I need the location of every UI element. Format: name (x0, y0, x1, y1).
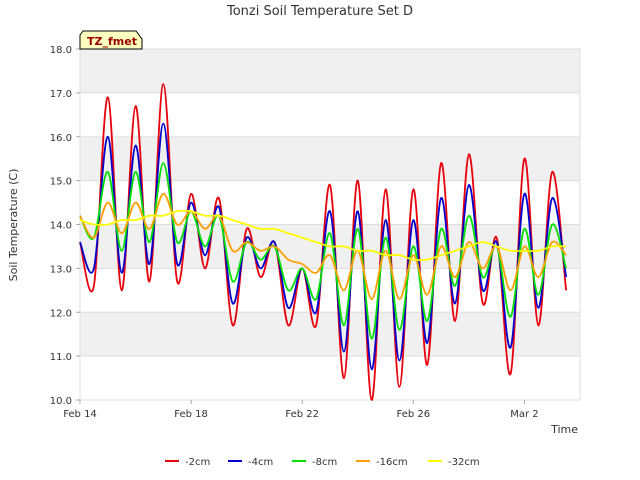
y-tick-label: 13.0 (50, 264, 72, 275)
x-axis-ticks: Feb 14 Feb 18 Feb 22 Feb 26 Mar 2 (63, 400, 539, 420)
plot-band (80, 49, 580, 93)
x-tick-label: Feb 26 (397, 409, 431, 420)
y-tick-label: 16.0 (50, 133, 72, 144)
y-axis-label: Soil Temperature (C) (7, 169, 20, 282)
legend-label: -16cm (376, 457, 408, 468)
badge-label: TZ_fmet (87, 35, 137, 48)
grid (79, 48, 581, 401)
legend-label: -2cm (185, 457, 210, 468)
legend: -2cm -4cm -8cm -16cm -32cm (165, 457, 480, 468)
series-layer (79, 83, 567, 401)
x-axis-label: Time (550, 423, 578, 436)
x-tick-label: Feb 14 (63, 409, 97, 420)
plot-band (80, 312, 580, 357)
x-tick-label: Feb 22 (285, 409, 319, 420)
x-tick-label: Feb 18 (174, 409, 208, 420)
series-line-neg16cm (79, 192, 567, 301)
plot-band (80, 136, 580, 181)
x-tick-label: Mar 2 (510, 409, 538, 420)
y-tick-label: 11.0 (50, 352, 72, 363)
y-tick-label: 17.0 (50, 89, 72, 100)
badge: TZ_fmet (79, 30, 143, 50)
series-line-neg8cm (79, 162, 567, 340)
legend-label: -8cm (312, 457, 337, 468)
chart-title: Tonzi Soil Temperature Set D (226, 4, 413, 19)
legend-label: -32cm (448, 457, 480, 468)
y-tick-label: 15.0 (50, 177, 72, 188)
y-tick-label: 18.0 (50, 45, 72, 56)
y-tick-label: 12.0 (50, 308, 72, 319)
y-axis-ticks: 10.0 11.0 12.0 13.0 14.0 15.0 16.0 17.0 18.0 (50, 45, 80, 407)
y-tick-label: 14.0 (50, 221, 72, 232)
y-tick-label: 10.0 (50, 396, 72, 407)
series-line-neg2cm (79, 83, 567, 401)
series-line-neg32cm (79, 209, 567, 262)
badge-box (79, 30, 143, 50)
series-line-neg4cm (79, 122, 567, 371)
legend-label: -4cm (248, 457, 273, 468)
